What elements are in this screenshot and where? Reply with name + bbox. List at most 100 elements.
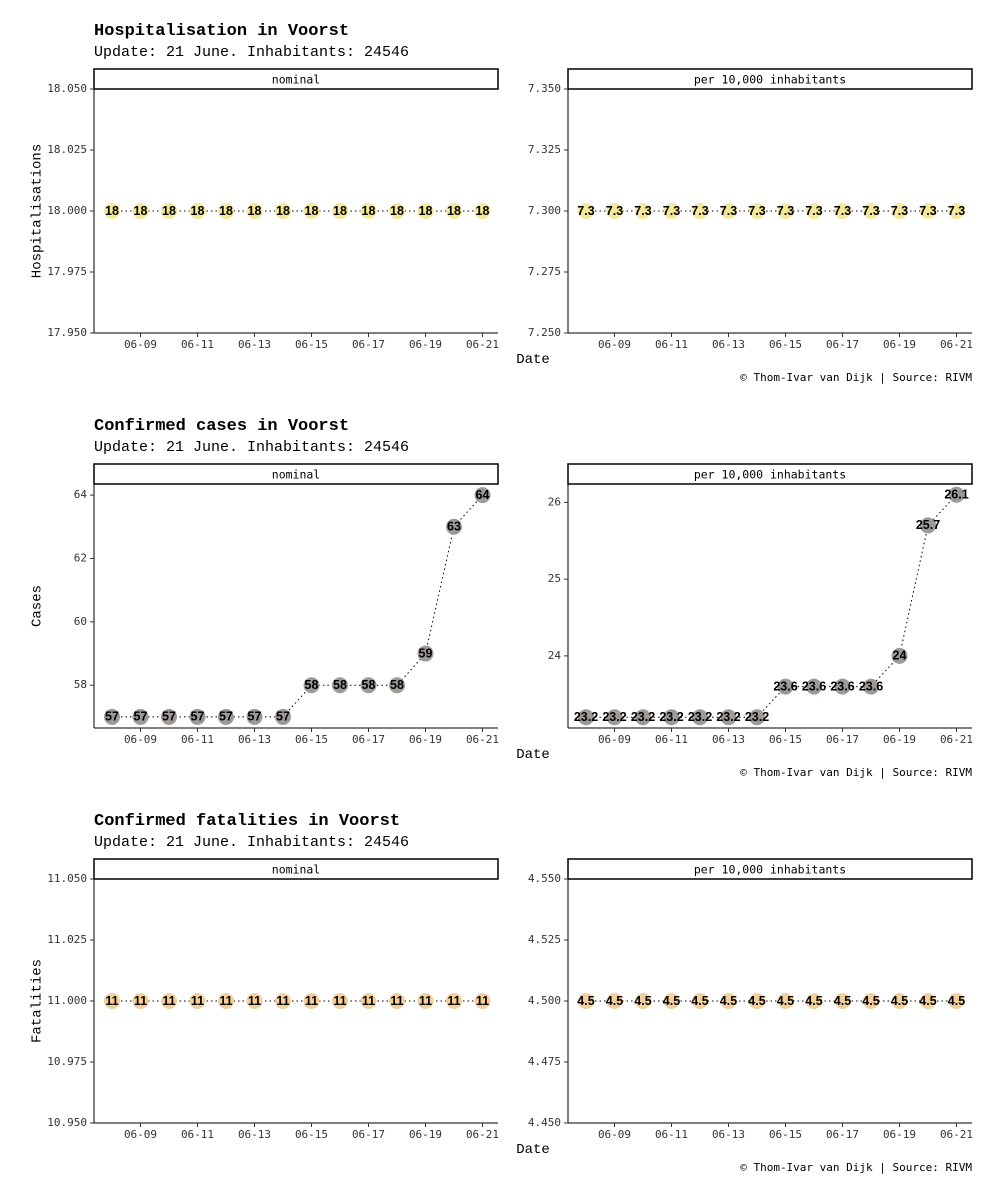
data-label: 23.2 (631, 710, 655, 724)
data-label: 7.3 (919, 204, 936, 218)
figure-title: Confirmed fatalities in Voorst (94, 812, 401, 831)
data-label: 7.3 (691, 204, 708, 218)
panel-per-10000: per 10,000 inhabitants 4.450 4.475 4.500 4.5… (528, 858, 973, 1141)
data-point (863, 678, 879, 695)
x-tick-label: 06-21 (940, 733, 973, 746)
data-label: 7.3 (891, 204, 908, 218)
data-point (749, 993, 765, 1009)
x-tick-label: 06-21 (940, 1128, 973, 1141)
data-label: 26.1 (944, 488, 968, 502)
figure-fatalities: Confirmed fatalities in Voorst Update: 2… (0, 790, 1000, 1185)
data-label: 11 (447, 994, 460, 1008)
data-point (218, 993, 234, 1009)
data-point (189, 993, 206, 1009)
x-tick-label: 06-11 (181, 733, 214, 746)
data-label: 11 (305, 994, 318, 1008)
data-label: 18 (191, 204, 205, 218)
data-point (132, 203, 149, 219)
x-tick-label: 06-09 (598, 338, 631, 351)
y-tick-label: 7.250 (528, 326, 561, 339)
data-point (948, 203, 965, 219)
chart-svg: Hospitalisations nominal 17.950 17.975 18.00… (30, 68, 973, 384)
data-point (189, 203, 206, 219)
y-tick-label: 4.550 (528, 872, 561, 885)
data-point (863, 993, 879, 1009)
data-point (777, 203, 794, 219)
data-label: 23.2 (745, 710, 769, 724)
x-tick-label: 06-17 (352, 1128, 385, 1141)
data-label: 57 (276, 710, 290, 724)
x-tick-label: 06-11 (655, 733, 688, 746)
data-point (891, 203, 908, 219)
data-label: 4.5 (691, 994, 708, 1008)
x-tick-label: 06-17 (352, 338, 385, 351)
data-label: 57 (134, 710, 148, 724)
data-point (920, 993, 936, 1009)
y-axis-title: Fatalities (30, 959, 46, 1043)
data-label: 7.3 (663, 204, 680, 218)
facet-strip-label: nominal (272, 863, 320, 877)
data-point (720, 203, 737, 219)
data-label: 58 (333, 678, 347, 692)
y-tick-label: 4.450 (528, 1116, 561, 1129)
data-point (417, 203, 434, 219)
data-label: 11 (162, 994, 175, 1008)
panel-per-10000: per 10,000 inhabitants 7.250 7.275 7.300 7.3… (528, 68, 973, 351)
data-point (891, 993, 908, 1009)
data-point (132, 708, 149, 725)
data-label: 4.5 (634, 994, 651, 1008)
data-point (891, 647, 908, 664)
y-tick-label: 25 (548, 572, 561, 585)
data-label: 18 (305, 204, 319, 218)
y-tick-label: 4.525 (528, 933, 561, 946)
data-point (360, 993, 377, 1009)
y-tick-label: 10.975 (47, 1055, 87, 1068)
data-label: 4.5 (834, 994, 851, 1008)
data-label: 11 (219, 994, 232, 1008)
data-label: 18 (134, 204, 148, 218)
data-label: 18 (276, 204, 290, 218)
data-point (446, 203, 462, 219)
y-tick-label: 24 (548, 649, 562, 662)
figure-hospitalisation: Hospitalisation in Voorst Update: 21 Jun… (0, 0, 1000, 395)
x-tick-label: 06-13 (238, 338, 271, 351)
facet-strip-label: per 10,000 inhabitants (694, 73, 846, 87)
data-label: 23.6 (830, 679, 854, 693)
data-label: 58 (390, 678, 404, 692)
data-label: 7.3 (606, 204, 623, 218)
source-caption: © Thom-Ivar van Dijk | Source: RIVM (740, 1161, 972, 1174)
data-point (578, 203, 594, 219)
data-point (920, 203, 936, 219)
data-label: 57 (105, 710, 119, 724)
x-tick-label: 06-13 (238, 733, 271, 746)
data-point (275, 993, 291, 1009)
facet-strip (567, 68, 973, 90)
x-tick-label: 06-21 (466, 1128, 499, 1141)
data-label: 4.5 (720, 994, 737, 1008)
facet-strip (93, 68, 499, 90)
data-label: 18 (419, 204, 433, 218)
data-point (332, 203, 348, 219)
source-caption: © Thom-Ivar van Dijk | Source: RIVM (740, 766, 972, 779)
data-point (663, 203, 680, 219)
x-axis-title: Date (516, 747, 550, 763)
y-tick-label: 17.975 (47, 265, 87, 278)
data-label: 58 (362, 678, 376, 692)
facet-strip (93, 463, 499, 485)
y-tick-label: 18.050 (47, 82, 87, 95)
data-label: 25.7 (916, 518, 940, 532)
x-tick-label: 06-19 (409, 1128, 442, 1141)
x-tick-label: 06-15 (295, 338, 328, 351)
data-label: 18 (390, 204, 404, 218)
y-tick-label: 7.300 (528, 204, 561, 217)
x-tick-label: 06-19 (409, 733, 442, 746)
x-tick-label: 06-13 (712, 338, 745, 351)
data-label: 4.5 (777, 994, 794, 1008)
y-tick-label: 58 (74, 678, 87, 691)
data-label: 4.5 (663, 994, 680, 1008)
figure-subtitle: Update: 21 June. Inhabitants: 24546 (94, 44, 410, 61)
x-tick-label: 06-21 (940, 338, 973, 351)
data-point (474, 487, 491, 504)
y-tick-label: 62 (74, 551, 87, 564)
y-axis-title: Hospitalisations (30, 144, 46, 278)
